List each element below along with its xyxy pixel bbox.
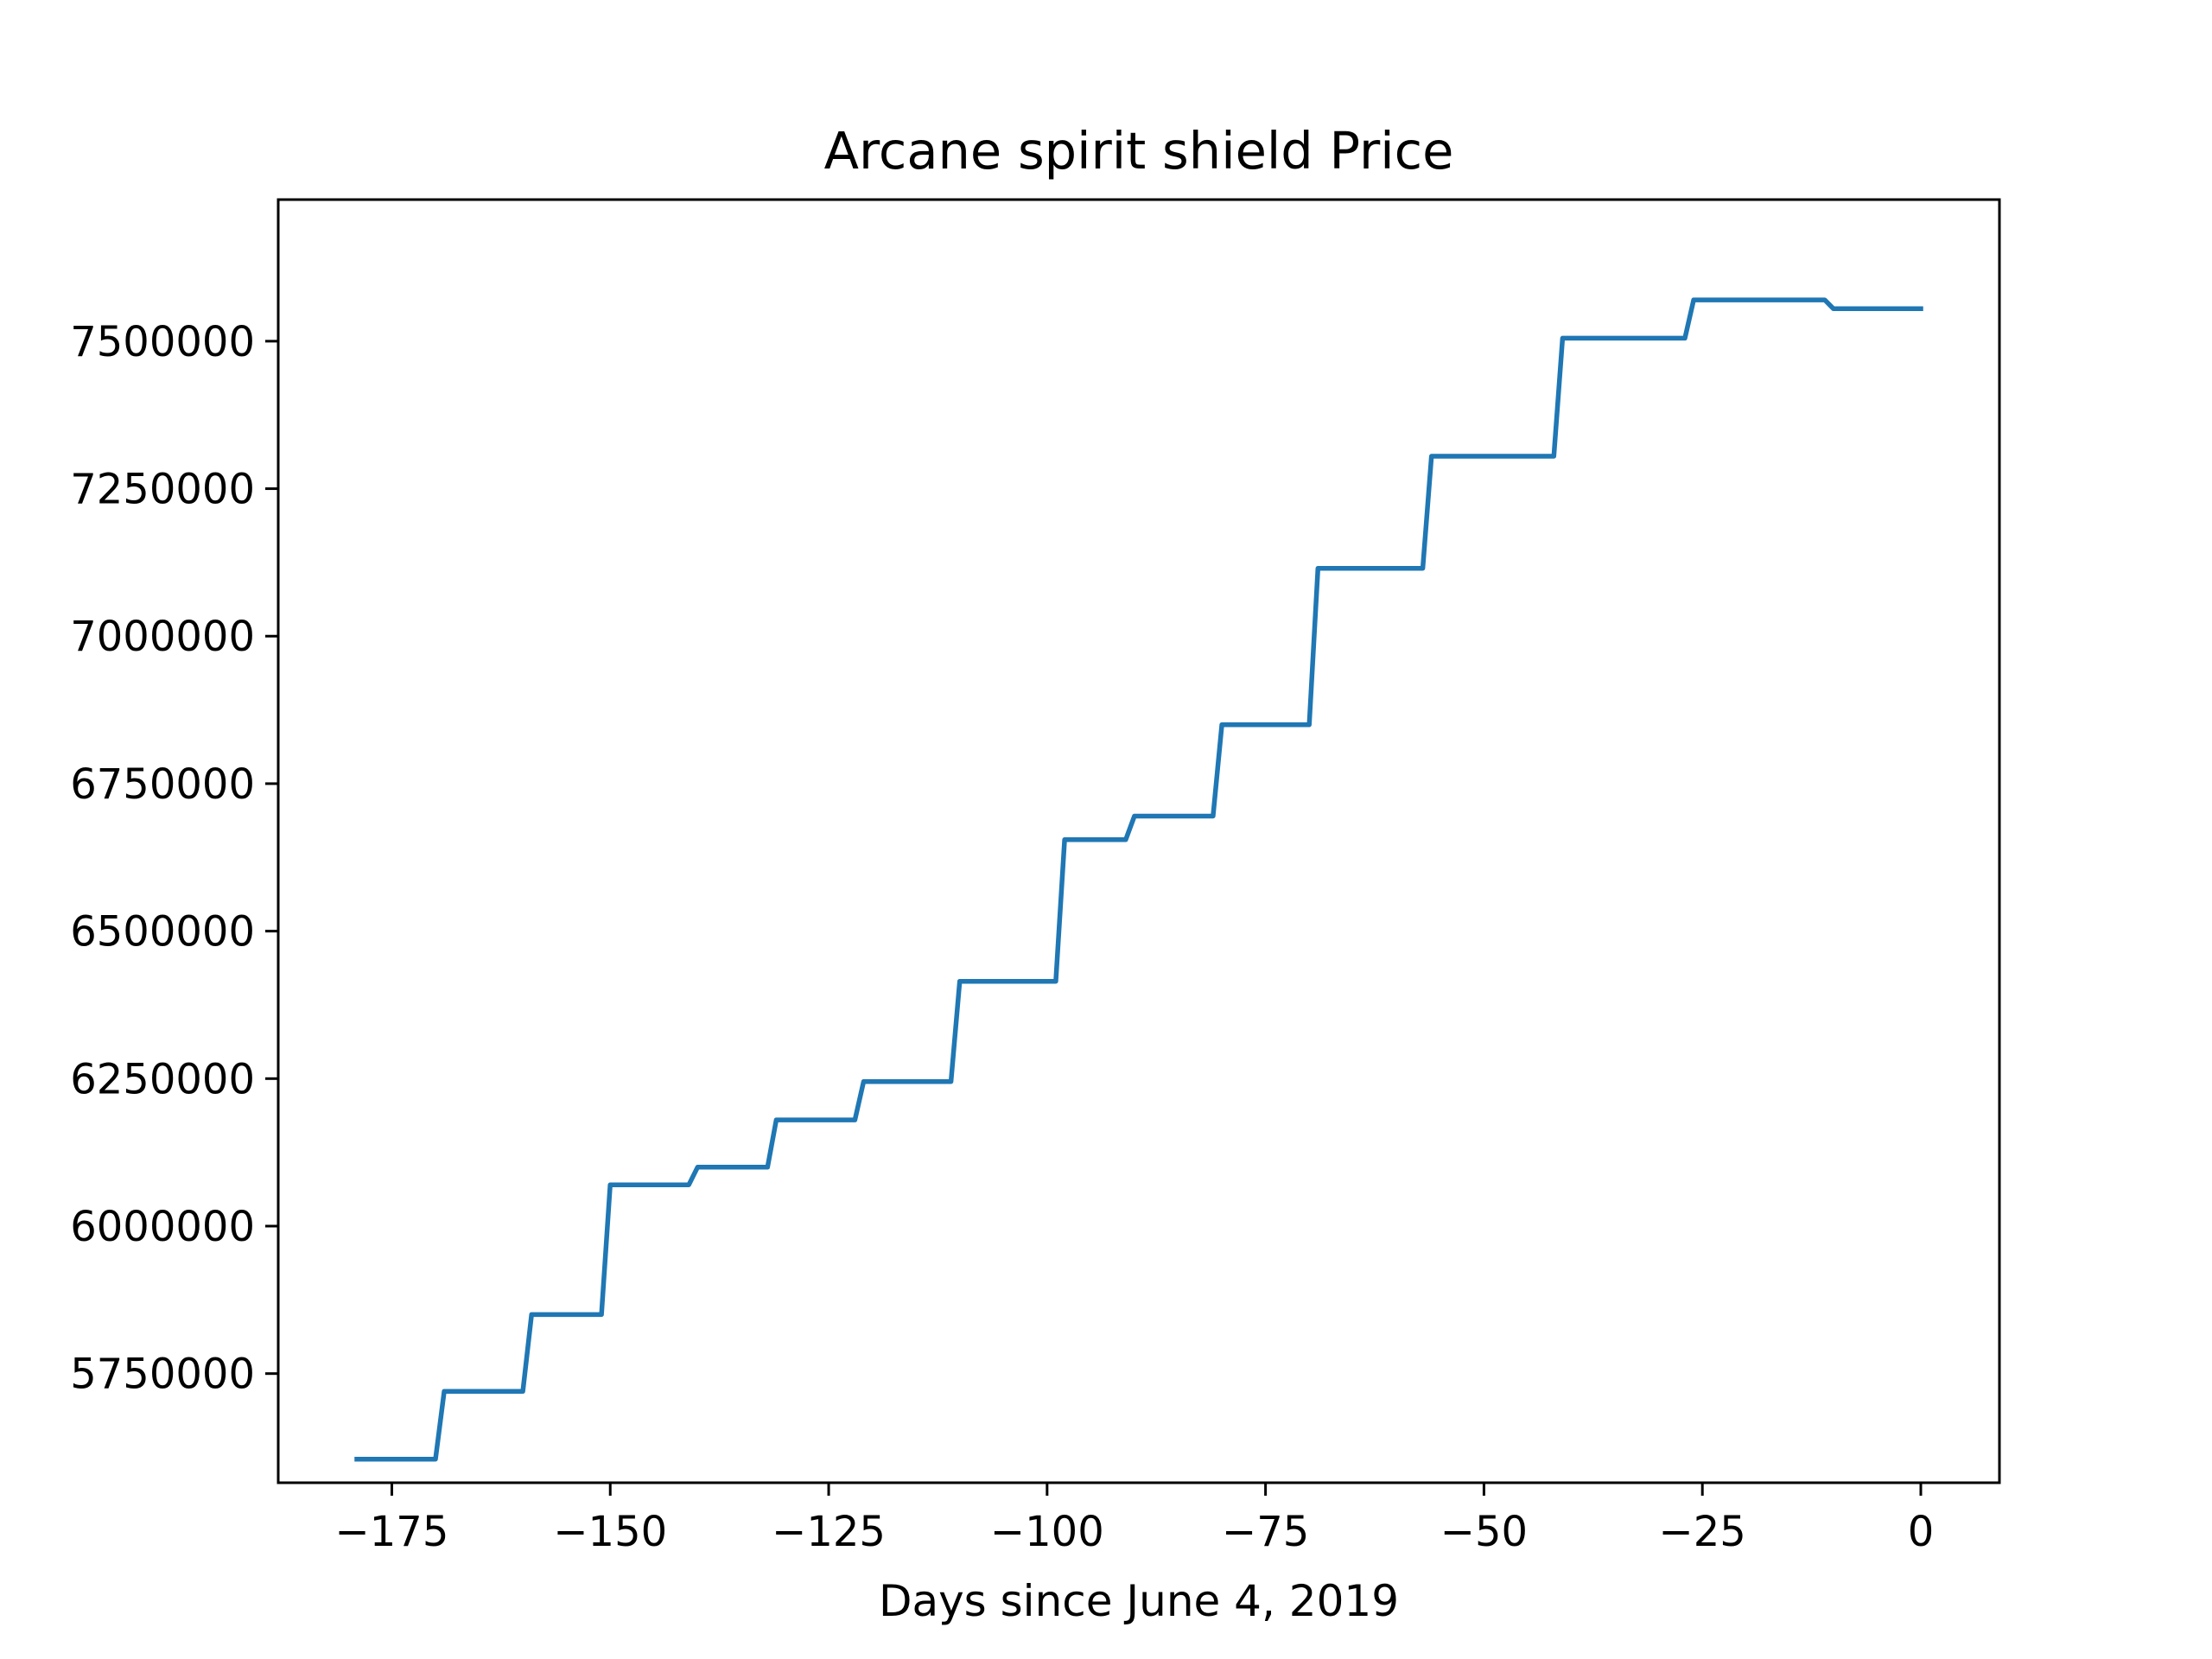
- plot-frame: [276, 198, 2001, 1484]
- x-axis-title: Days since June 4, 2019: [879, 1576, 1399, 1626]
- plot-area: [354, 297, 1923, 1462]
- y-tick-label: 7000000: [70, 613, 255, 661]
- y-tick-label: 7250000: [70, 466, 255, 514]
- x-tick-label: −25: [1659, 1508, 1746, 1556]
- x-tick-label: −50: [1440, 1508, 1528, 1556]
- y-tick-label: 6500000: [70, 908, 255, 957]
- y-tick-label: 6750000: [70, 760, 255, 809]
- x-tick-label: −175: [335, 1508, 449, 1556]
- x-axis: −175 −150 −125 −100 −75 −50 −25 0: [335, 1483, 1935, 1556]
- x-tick-label: −75: [1222, 1508, 1309, 1556]
- series-line: [354, 297, 1923, 1462]
- y-tick-label: 5750000: [70, 1351, 255, 1399]
- x-tick-label: 0: [1908, 1508, 1935, 1556]
- x-tick-label: −150: [553, 1508, 667, 1556]
- y-tick-label: 7500000: [70, 318, 255, 366]
- y-tick-label: 6250000: [70, 1055, 255, 1103]
- x-tick-label: −100: [990, 1508, 1104, 1556]
- chart-title: Arcane spirit shield Price: [824, 121, 1454, 181]
- x-tick-label: −125: [772, 1508, 886, 1556]
- y-axis: 5750000 6000000 6250000 6500000 6750000 70000…: [70, 318, 278, 1399]
- y-tick-label: 6000000: [70, 1203, 255, 1251]
